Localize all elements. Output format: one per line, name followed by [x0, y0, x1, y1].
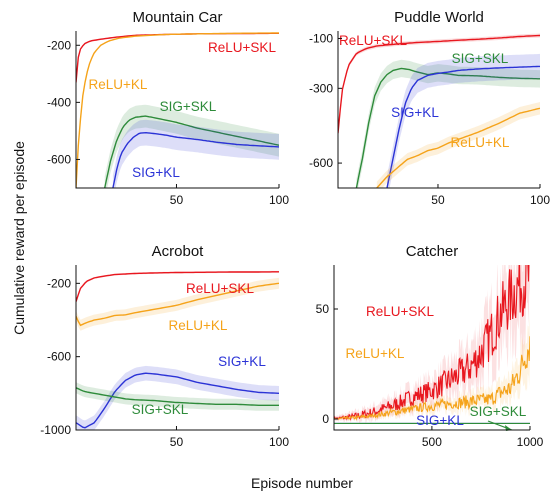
band-sig-skl	[356, 59, 540, 188]
ytick-label: -300	[309, 81, 333, 95]
figure-ylabel: Cumulative reward per episode	[11, 141, 27, 335]
xtick-label: 50	[170, 435, 184, 449]
xtick-label: 100	[269, 435, 289, 449]
panel-acrobot: Acrobot ReLU+SKL ReLU+KL SIG+KL SIG+SKL 50 100…	[40, 243, 289, 449]
series-label-relu-kl: ReLU+KL	[169, 318, 228, 333]
plot-area-mountain-car	[76, 32, 279, 188]
series-line-sig-kl	[112, 131, 279, 188]
xtick-label: 500	[422, 435, 442, 449]
series-label-sig-kl: SIG+KL	[218, 354, 266, 369]
band-sig-kl	[387, 53, 540, 188]
series-line-relu-skl	[334, 265, 530, 421]
ytick-label: -600	[47, 152, 71, 166]
axes-catcher	[333, 265, 530, 431]
band-relu-skl	[334, 265, 530, 424]
ytick-label: -600	[309, 156, 333, 170]
panel-puddle-world: Puddle World ReLU+SKL SIG+SKL SIG+KL ReLU+KL…	[309, 9, 550, 207]
series-label-relu-skl: ReLU+SKL	[366, 304, 434, 319]
series-line-sig-kl	[386, 65, 540, 188]
panels: Mountain Car ReLU+SKL ReLU+KL SIG+SKL SIG+KL…	[40, 9, 550, 449]
figure-xlabel: Episode number	[251, 475, 353, 491]
series-line-relu-skl	[338, 34, 540, 134]
axes-mountain-car	[75, 31, 279, 189]
series-line-sig-skl	[355, 67, 540, 188]
xtick-label: 1000	[517, 435, 544, 449]
ytick-label: -200	[47, 38, 71, 52]
series-line-sig-skl	[104, 115, 279, 188]
band-sig-kl	[112, 119, 279, 188]
series-label-relu-skl: ReLU+SKL	[339, 33, 407, 48]
plot-area-acrobot	[76, 270, 279, 430]
band-sig-skl	[104, 104, 279, 188]
series-line-relu-kl	[76, 282, 279, 327]
series-label-sig-kl: SIG+KL	[416, 413, 464, 428]
panel-title-acrobot: Acrobot	[152, 243, 205, 260]
ytick-label: -200	[47, 276, 71, 290]
series-line-relu-kl	[376, 107, 540, 188]
panel-title-mountain-car: Mountain Car	[132, 9, 222, 26]
plot-area-puddle-world	[338, 33, 540, 188]
band-relu-kl	[334, 309, 530, 422]
series-label-relu-kl: ReLU+KL	[346, 346, 405, 361]
series-label-sig-skl: SIG+SKL	[132, 402, 189, 417]
series-label-sig-skl: SIG+SKL	[452, 51, 509, 66]
series-label-relu-skl: ReLU+SKL	[208, 40, 276, 55]
band-relu-kl	[76, 277, 279, 331]
series-line-relu-kl	[76, 32, 279, 188]
ytick-label: -100	[309, 31, 333, 45]
series-line-sig-kl	[76, 372, 279, 429]
series-label-relu-kl: ReLU+KL	[89, 77, 148, 92]
ytick-label: 50	[316, 302, 330, 316]
series-line-relu-kl	[334, 336, 530, 421]
panel-title-catcher: Catcher	[406, 243, 459, 260]
ytick-label: -400	[47, 95, 71, 109]
axes-puddle-world	[337, 31, 540, 189]
xtick-label: 100	[530, 193, 550, 207]
series-line-relu-skl	[76, 271, 279, 302]
band-sig-kl	[76, 365, 279, 430]
series-label-relu-skl: ReLU+SKL	[186, 281, 254, 296]
plot-area-catcher	[334, 265, 530, 424]
panel-title-puddle-world: Puddle World	[394, 9, 484, 26]
ytick-label: 0	[322, 412, 329, 426]
series-label-sig-kl: SIG+KL	[132, 165, 180, 180]
series-label-relu-kl: ReLU+KL	[451, 135, 510, 150]
series-label-sig-skl: SIG+SKL	[470, 404, 527, 419]
ytick-label: -1000	[40, 423, 71, 437]
xtick-label: 50	[170, 193, 184, 207]
series-label-sig-kl: SIG+KL	[391, 105, 439, 120]
series-label-sig-skl: SIG+SKL	[160, 99, 217, 114]
ytick-label: -600	[47, 350, 71, 364]
panel-mountain-car: Mountain Car ReLU+SKL ReLU+KL SIG+SKL SIG+KL…	[47, 9, 289, 207]
xtick-label: 50	[431, 193, 445, 207]
series-line-sig-skl	[76, 387, 279, 406]
xtick-label: 100	[269, 193, 289, 207]
